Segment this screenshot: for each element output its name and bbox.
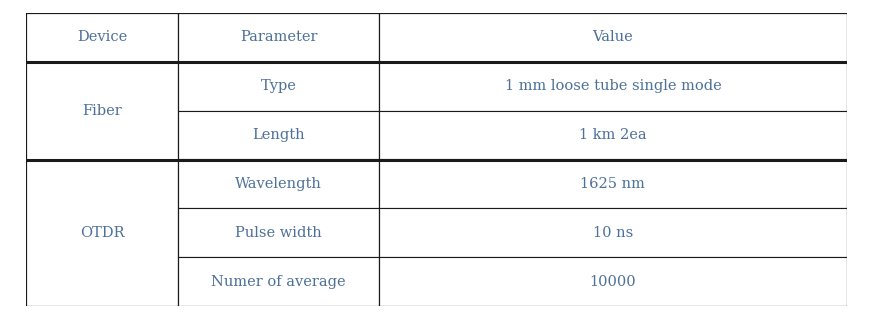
Bar	[379, 208, 847, 257]
Bar	[26, 13, 178, 62]
Bar	[178, 13, 379, 62]
Text: OTDR: OTDR	[79, 226, 124, 240]
Text: Wavelength: Wavelength	[235, 177, 322, 191]
Text: Numer of average: Numer of average	[211, 275, 346, 289]
Bar	[379, 257, 847, 306]
Bar	[178, 257, 379, 306]
Text: 1625 nm: 1625 nm	[581, 177, 645, 191]
Text: Pulse width: Pulse width	[235, 226, 322, 240]
Text: 10000: 10000	[589, 275, 636, 289]
Text: Fiber: Fiber	[82, 104, 122, 118]
Bar	[178, 111, 379, 160]
Text: 1 km 2ea: 1 km 2ea	[579, 128, 647, 142]
Bar	[379, 13, 847, 62]
Text: 1 mm loose tube single mode: 1 mm loose tube single mode	[505, 79, 721, 93]
Bar	[379, 111, 847, 160]
Bar	[379, 62, 847, 111]
Text: Value: Value	[593, 30, 633, 44]
Bar	[178, 62, 379, 111]
Bar	[379, 160, 847, 208]
Bar	[26, 160, 178, 306]
Text: Length: Length	[252, 128, 305, 142]
Bar	[178, 208, 379, 257]
Text: Device: Device	[77, 30, 127, 44]
Bar	[178, 160, 379, 208]
Text: Parameter: Parameter	[240, 30, 317, 44]
Text: 10 ns: 10 ns	[593, 226, 633, 240]
Text: Type: Type	[261, 79, 297, 93]
Bar	[26, 62, 178, 160]
